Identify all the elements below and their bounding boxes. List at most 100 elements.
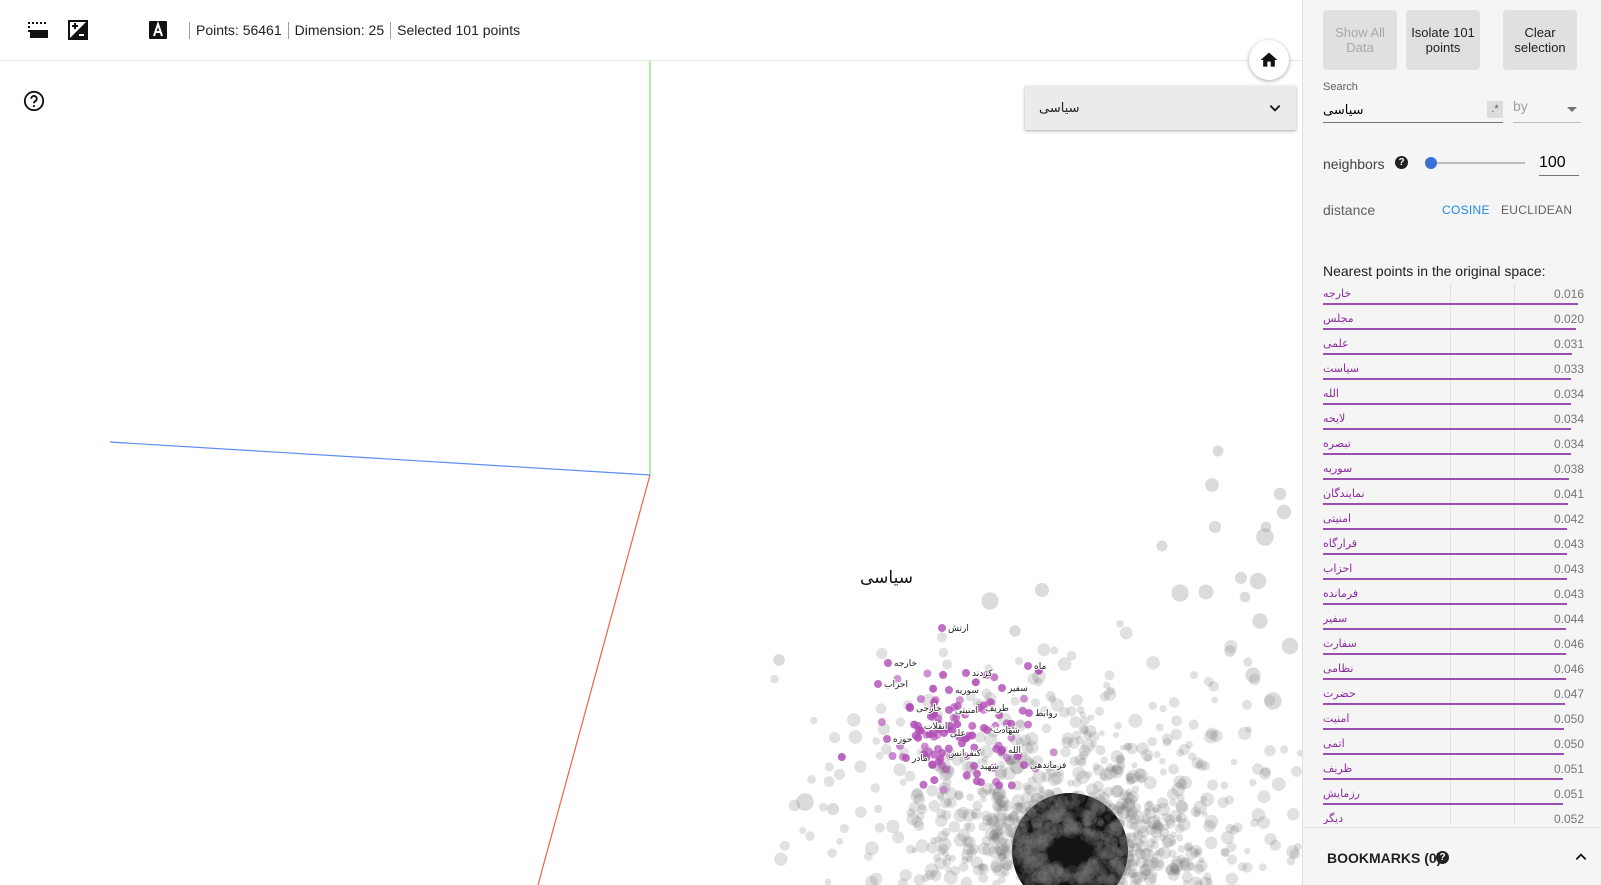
selected-point — [906, 704, 914, 712]
embedding-point — [1159, 768, 1168, 776]
embedding-point — [1260, 521, 1272, 533]
embedding-point — [991, 791, 1003, 804]
nearest-point-row[interactable]: مجلس 0.020 — [1323, 309, 1584, 334]
nearest-point-row[interactable]: دیگر 0.052 — [1323, 809, 1584, 824]
nearest-point-row[interactable]: سوریه 0.038 — [1323, 459, 1584, 484]
help-icon[interactable] — [23, 90, 47, 114]
label-by-select[interactable]: سیاسی — [1025, 86, 1296, 130]
embedding-point — [1159, 758, 1166, 765]
embedding-point — [1078, 870, 1091, 883]
neighbors-slider[interactable] — [1424, 157, 1525, 169]
selected-point — [1020, 694, 1028, 703]
bookmarks-help-icon[interactable]: ? — [1436, 851, 1449, 864]
embedding-point — [1126, 853, 1141, 867]
nearest-point-row[interactable]: الله 0.034 — [1323, 384, 1584, 409]
embedding-point — [1027, 841, 1035, 849]
nearest-point-row[interactable]: امنیتی 0.042 — [1323, 509, 1584, 534]
nearest-point-row[interactable]: علمی 0.031 — [1323, 334, 1584, 359]
clear-selection-button[interactable]: Clear selection — [1503, 10, 1577, 70]
embedding-point — [1117, 880, 1125, 885]
nearest-point-row[interactable]: امنیت 0.050 — [1323, 709, 1584, 734]
cosine-option[interactable]: COSINE — [1442, 203, 1490, 217]
embedding-point — [1078, 881, 1085, 885]
embedding-point — [1065, 865, 1080, 879]
nearest-point-row[interactable]: تبصره 0.034 — [1323, 434, 1584, 459]
embedding-point — [1145, 824, 1157, 836]
chevron-up-icon[interactable] — [1574, 850, 1588, 864]
nearest-point-name: احزاب — [1323, 562, 1353, 575]
show-all-data-button[interactable]: Show All Data — [1323, 10, 1397, 70]
selected-point — [942, 765, 951, 774]
isolate-points-button[interactable]: Isolate 101 points — [1406, 10, 1480, 70]
nearest-point-row[interactable]: فرمانده 0.043 — [1323, 584, 1584, 609]
nearest-point-row[interactable]: حضرت 0.047 — [1323, 684, 1584, 709]
selected-point — [998, 746, 1006, 754]
embedding-point — [1090, 830, 1098, 839]
regex-toggle[interactable]: .* — [1487, 101, 1503, 118]
nearest-point-row[interactable]: ظریف 0.051 — [1323, 759, 1584, 784]
embedding-point — [1150, 825, 1163, 838]
bounding-box-select-icon[interactable] — [25, 17, 51, 43]
embedding-point — [1043, 870, 1053, 881]
embedding-point — [1152, 814, 1161, 823]
embedding-point — [1116, 846, 1127, 857]
neighbors-help-icon[interactable]: ? — [1395, 156, 1408, 169]
embedding-point — [1116, 849, 1124, 857]
embedding-point — [1143, 808, 1151, 816]
nearest-point-row[interactable]: نمایندگان 0.041 — [1323, 484, 1584, 509]
embedding-point — [972, 800, 983, 811]
neighbors-input[interactable] — [1539, 151, 1579, 176]
embedding-point — [1096, 849, 1103, 857]
nearest-point-row[interactable]: خارجه 0.016 — [1323, 284, 1584, 309]
embedding-point — [1040, 874, 1053, 885]
nearest-point-row[interactable]: سفیر 0.044 — [1323, 609, 1584, 634]
embedding-point — [1205, 877, 1213, 885]
embedding-point — [981, 835, 992, 846]
embedding-point — [1003, 838, 1014, 848]
search-input[interactable] — [1323, 98, 1503, 123]
embedding-point — [1193, 809, 1201, 818]
embedding-point — [1015, 874, 1023, 881]
embedding-point — [1104, 837, 1114, 847]
embedding-point — [982, 755, 989, 763]
neighbors-slider-thumb[interactable] — [1424, 157, 1437, 169]
nearest-point-row[interactable]: لایحه 0.034 — [1323, 409, 1584, 434]
selected-point — [970, 743, 979, 752]
embedding-point — [926, 785, 939, 797]
nearest-point-row[interactable]: رزمایش 0.051 — [1323, 784, 1584, 809]
nearest-point-row[interactable]: اتمی 0.050 — [1323, 734, 1584, 759]
nearest-point-row[interactable]: قرارگاه 0.043 — [1323, 534, 1584, 559]
embedding-point — [1070, 821, 1078, 828]
embedding-point — [1141, 749, 1154, 762]
nearest-point-name: فرمانده — [1323, 587, 1359, 600]
label-a-icon[interactable] — [145, 17, 171, 43]
selected-count: Selected 101 points — [397, 22, 521, 38]
embedding-point — [978, 863, 989, 875]
nearest-point-row[interactable]: نظامی 0.046 — [1323, 659, 1584, 684]
embedding-point — [1033, 821, 1042, 831]
embedding-scene[interactable]: ارتش خارجه احزاب سوریه کردند سفیر علی طریف روابط… — [0, 61, 1302, 885]
moon-icon[interactable] — [105, 17, 131, 43]
embedding-point — [1170, 831, 1177, 838]
embedding-point — [974, 732, 986, 743]
search-point-label: سیاسی — [860, 568, 913, 588]
embedding-point — [1098, 870, 1109, 880]
embedding-point — [1178, 775, 1193, 790]
embedding-point — [1015, 815, 1025, 825]
embedding-point — [893, 763, 907, 777]
nearest-point-row[interactable]: سفارت 0.046 — [1323, 634, 1584, 659]
bookmarks-bar[interactable]: BOOKMARKS (0) ? — [1303, 827, 1601, 885]
night-mode-icon[interactable] — [65, 17, 91, 43]
embedding-point — [1030, 792, 1043, 805]
embedding-point — [1010, 836, 1025, 851]
nearest-point-row[interactable]: سیاست 0.033 — [1323, 359, 1584, 384]
embedding-point — [1058, 807, 1067, 816]
embedding-point — [1044, 789, 1055, 799]
home-button[interactable] — [1249, 40, 1289, 80]
selected-point — [986, 697, 995, 706]
nearest-point-row[interactable]: احزاب 0.043 — [1323, 559, 1584, 584]
search-by-select[interactable]: by — [1513, 98, 1581, 123]
bookmarks-title: BOOKMARKS (0) — [1327, 850, 1442, 866]
euclidean-option[interactable]: EUCLIDEAN — [1501, 203, 1573, 217]
embedding-point — [1073, 827, 1082, 836]
